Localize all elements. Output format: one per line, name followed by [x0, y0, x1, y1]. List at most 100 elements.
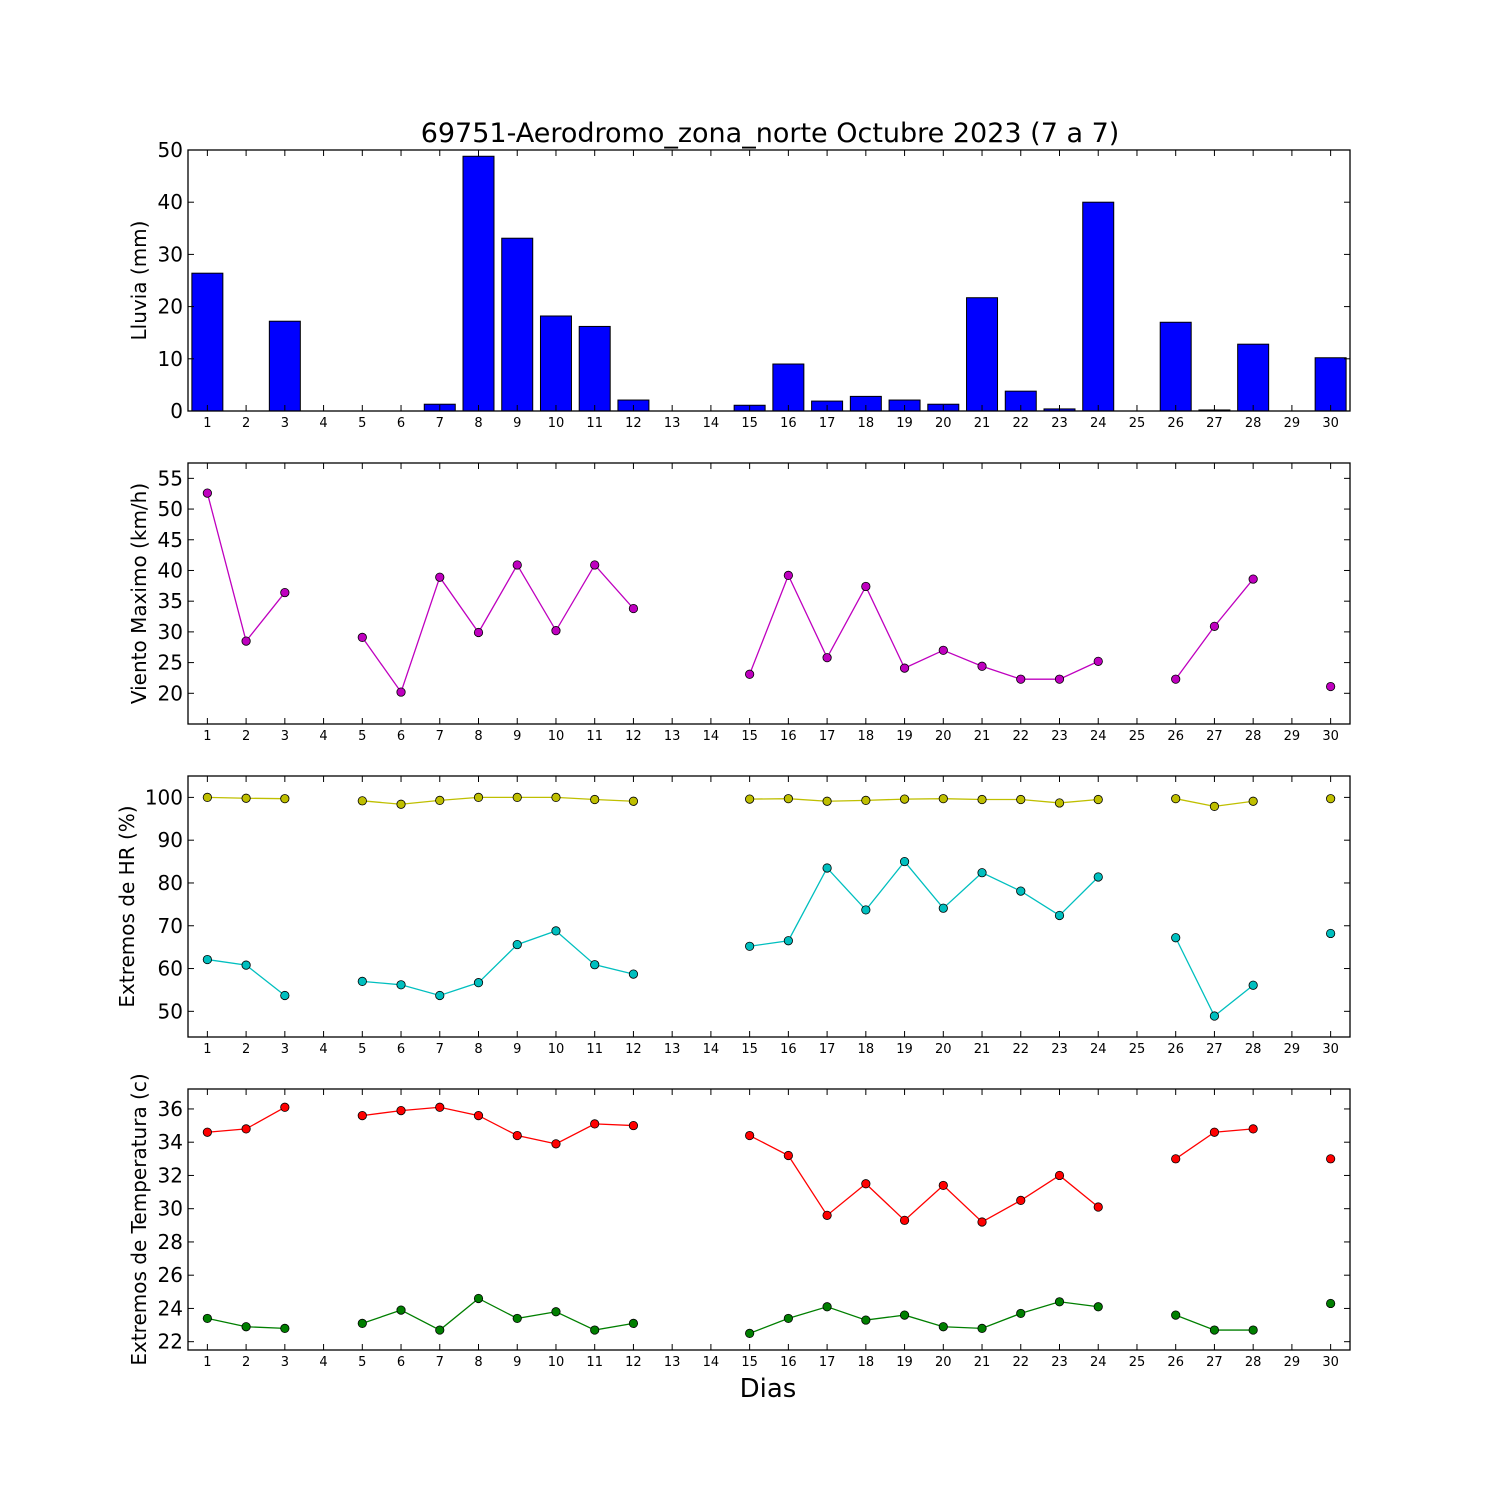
xtick-label: 18 [858, 1042, 875, 1057]
ytick-label: 100 [145, 785, 183, 809]
ytick-label: 50 [158, 138, 183, 162]
ytick-label: 45 [158, 528, 183, 552]
xtick-label: 11 [586, 1042, 603, 1057]
xtick-label: 7 [436, 1355, 444, 1370]
xtick-label: 18 [858, 1355, 875, 1370]
xtick-label: 14 [703, 729, 720, 744]
xtick-label: 5 [358, 729, 366, 744]
ytick-label: 28 [158, 1230, 183, 1254]
xtick-label: 25 [1129, 1355, 1146, 1370]
xtick-label: 3 [281, 416, 289, 431]
point-series-2-day-20 [938, 903, 948, 913]
panel-4-frame [187, 1088, 1351, 1351]
xtick-label: 2 [242, 729, 250, 744]
xtick-label: 27 [1206, 1355, 1223, 1370]
point-series-1-day-21 [977, 1217, 987, 1227]
xtick-label: 21 [974, 416, 991, 431]
xtick-label: 4 [319, 729, 327, 744]
xtick-label: 13 [664, 1042, 681, 1057]
xtick-label: 19 [896, 1042, 913, 1057]
point-series-1-day-1 [202, 792, 212, 802]
xtick-label: 15 [741, 729, 758, 744]
point-series-2-day-11 [590, 960, 600, 970]
point-series-2-day-10 [551, 1307, 561, 1317]
xtick-label: 16 [780, 1042, 797, 1057]
xtick-label: 2 [242, 1042, 250, 1057]
point-series-2-day-16 [783, 936, 793, 946]
point-series-1-day-17 [822, 1210, 832, 1220]
xtick-label: 14 [703, 416, 720, 431]
series-1-line [362, 1106, 634, 1145]
xtick-label: 24 [1090, 1355, 1107, 1370]
xtick-label: 28 [1245, 729, 1262, 744]
xtick-label: 14 [703, 1042, 720, 1057]
xtick-label: 11 [586, 416, 603, 431]
point-series-1-day-6 [396, 799, 406, 809]
xtick-label: 24 [1090, 729, 1107, 744]
xtick-label: 10 [548, 416, 565, 431]
point-series-2-day-23 [1054, 1297, 1065, 1307]
xtick-label: 25 [1129, 1042, 1146, 1057]
xtick-label: 18 [858, 416, 875, 431]
xtick-label: 16 [780, 729, 797, 744]
point-series-1-day-17 [822, 653, 832, 663]
xtick-label: 4 [319, 1355, 327, 1370]
xtick-label: 8 [474, 1042, 482, 1057]
point-series-2-day-18 [861, 1315, 871, 1325]
xtick-label: 21 [974, 1042, 991, 1057]
bar-day-26 [1159, 321, 1192, 412]
xtick-label: 17 [819, 1042, 836, 1057]
point-series-1-day-3 [280, 794, 290, 804]
point-series-2-day-7 [435, 990, 445, 1001]
point-series-2-day-11 [590, 1325, 600, 1335]
point-series-1-day-11 [590, 794, 600, 805]
point-series-1-day-5 [357, 632, 367, 643]
series-1-line [749, 798, 1099, 804]
series-2-line [749, 1301, 1099, 1334]
xtick-label: 21 [974, 1355, 991, 1370]
point-series-1-day-20 [938, 1180, 948, 1191]
point-series-2-day-28 [1248, 1325, 1258, 1335]
xtick-label: 22 [1012, 1042, 1029, 1057]
point-series-1-day-1 [202, 488, 212, 498]
ytick-label: 25 [158, 651, 183, 675]
point-series-1-day-16 [783, 794, 793, 804]
point-series-2-day-12 [628, 1318, 639, 1329]
point-series-1-day-15 [745, 669, 755, 679]
xtick-label: 17 [819, 1355, 836, 1370]
panel-3-frame [187, 775, 1351, 1038]
point-series-1-day-22 [1016, 1195, 1026, 1205]
ytick-label: 50 [158, 999, 183, 1023]
xtick-label: 25 [1129, 416, 1146, 431]
xtick-label: 20 [935, 1042, 952, 1057]
xtick-label: 12 [625, 729, 642, 744]
point-series-2-day-5 [357, 976, 367, 986]
xtick-label: 22 [1012, 1355, 1029, 1370]
xtick-label: 9 [513, 729, 521, 744]
xtick-label: 28 [1245, 416, 1262, 431]
xtick-label: 15 [741, 1355, 758, 1370]
point-series-1-day-30 [1326, 681, 1336, 692]
chart-title: 69751-Aerodromo_zona_norte Octubre 2023 … [421, 118, 1120, 149]
xtick-label: 20 [935, 416, 952, 431]
point-series-2-day-1 [202, 954, 212, 965]
xtick-label: 1 [203, 1042, 211, 1057]
xtick-label: 16 [780, 1355, 797, 1370]
point-series-1-day-20 [938, 645, 948, 655]
point-series-1-day-10 [551, 792, 561, 802]
point-series-1-day-3 [280, 587, 290, 598]
xtick-label: 27 [1206, 729, 1223, 744]
point-series-2-day-10 [551, 926, 561, 936]
point-series-2-day-17 [822, 863, 832, 873]
bar-day-30 [1314, 357, 1347, 412]
ytick-label: 30 [158, 1197, 183, 1221]
ytick-label: 40 [158, 558, 183, 582]
xtick-label: 12 [625, 1355, 642, 1370]
xtick-label: 7 [436, 729, 444, 744]
series-2-line [362, 930, 634, 997]
point-series-1-day-2 [241, 793, 251, 803]
ytick-label: 0 [170, 399, 183, 423]
point-series-1-day-19 [899, 1215, 910, 1225]
